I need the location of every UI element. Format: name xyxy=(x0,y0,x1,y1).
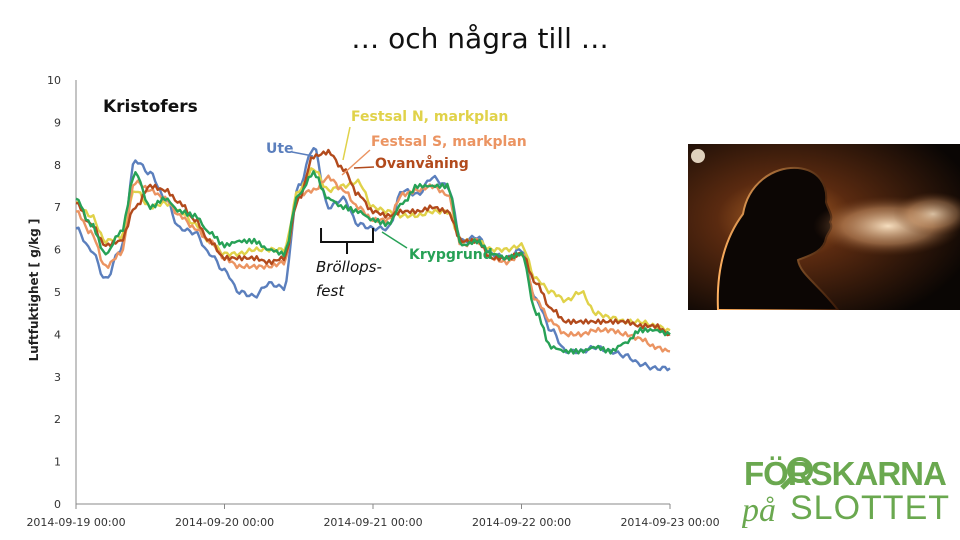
chart-ticks: 0 1 2 3 4 5 6 7 8 9 10 2014-09-19 00:00 2014-09-20 0… xyxy=(26,74,719,529)
forskarna-logo-image: FÖRSKARNA på SLOTTET xyxy=(740,455,950,529)
y-tick-label: 3 xyxy=(54,371,61,384)
x-tick-label: 2014-09-22 00:00 xyxy=(472,516,571,529)
event-label-line1: Bröllops- xyxy=(316,258,382,276)
breath-photo-image xyxy=(688,144,960,310)
event-bracket xyxy=(320,228,374,254)
y-tick-label: 0 xyxy=(54,498,61,511)
inner-label: Kristofers xyxy=(103,97,198,117)
x-tick-label: 2014-09-19 00:00 xyxy=(26,516,125,529)
y-tick-label: 7 xyxy=(54,201,61,214)
y-tick-label: 5 xyxy=(54,286,61,299)
x-tick-label: 2014-09-23 00:00 xyxy=(620,516,719,529)
series-annotations: Ute Festsal N, markplan Festsal S, markpla… xyxy=(266,109,527,263)
y-tick-label: 1 xyxy=(54,456,61,469)
series-line-4 xyxy=(75,148,671,337)
x-tick-label: 2014-09-21 00:00 xyxy=(323,516,422,529)
y-tick-label: 9 xyxy=(54,116,61,129)
y-axis-label: Luftfuktighet [ g/kg ] xyxy=(27,219,41,362)
y-tick-label: 4 xyxy=(54,328,61,341)
svg-text:SLOTTET: SLOTTET xyxy=(790,489,950,527)
series-line-5 xyxy=(75,170,671,355)
slide-title: … och några till … xyxy=(351,22,609,55)
annotation-leader xyxy=(381,231,408,249)
series-label: Festsal N, markplan xyxy=(351,109,508,125)
annotation-leader xyxy=(341,149,371,176)
annotation-leader xyxy=(342,126,351,161)
svg-text:FÖRSKARNA: FÖRSKARNA xyxy=(744,455,946,492)
magnifier-icon xyxy=(787,457,813,483)
series-label: Ovanvåning xyxy=(375,155,469,172)
y-tick-label: 8 xyxy=(54,159,61,172)
series-label: Festsal S, markplan xyxy=(371,134,527,150)
chart-series xyxy=(75,147,671,372)
annotation-leader xyxy=(291,151,314,157)
x-tick-label: 2014-09-20 00:00 xyxy=(175,516,274,529)
breath-photo xyxy=(688,144,960,310)
forskarna-logo: FÖRSKARNA på SLOTTET xyxy=(740,455,952,530)
series-line-3 xyxy=(75,174,671,353)
series-label: Krypgrund xyxy=(409,247,493,263)
y-tick-label: 6 xyxy=(54,244,61,257)
event-marker: Bröllops- fest xyxy=(316,228,382,300)
svg-text:på: på xyxy=(742,492,776,529)
series-line-2 xyxy=(75,167,671,333)
y-tick-label: 10 xyxy=(47,74,61,87)
y-tick-label: 2 xyxy=(54,413,61,426)
event-label-line2: fest xyxy=(316,282,345,300)
series-label: Ute xyxy=(266,141,294,157)
annotation-leader xyxy=(353,166,375,169)
